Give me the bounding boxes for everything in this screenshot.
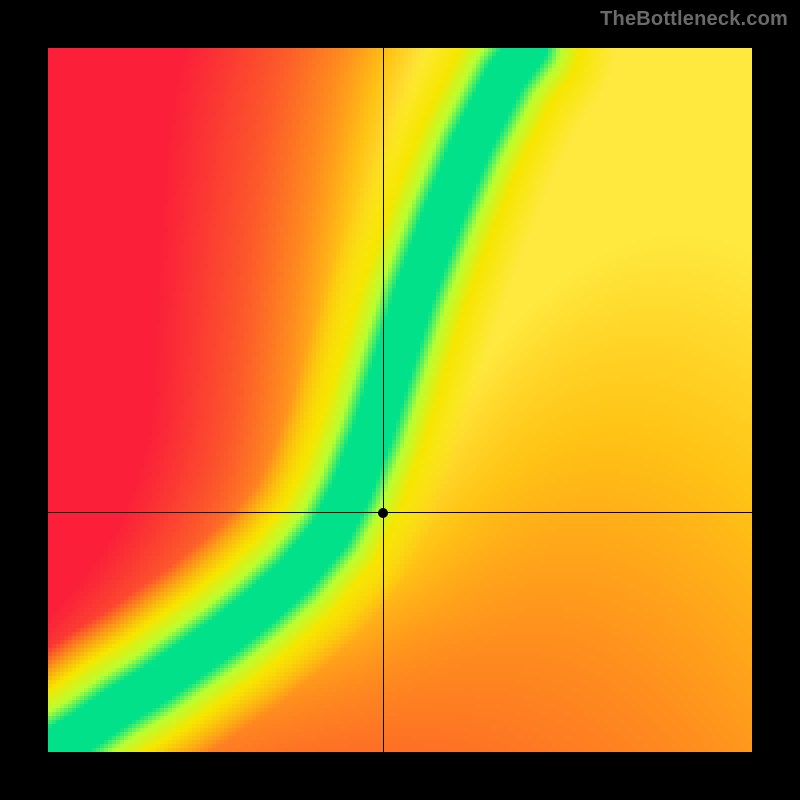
bottleneck-heatmap bbox=[48, 48, 752, 752]
watermark-text: TheBottleneck.com bbox=[600, 8, 788, 31]
chart-container: TheBottleneck.com bbox=[0, 0, 800, 800]
crosshair-dot bbox=[378, 508, 388, 518]
crosshair-vertical bbox=[383, 48, 384, 752]
crosshair-horizontal bbox=[48, 512, 752, 513]
